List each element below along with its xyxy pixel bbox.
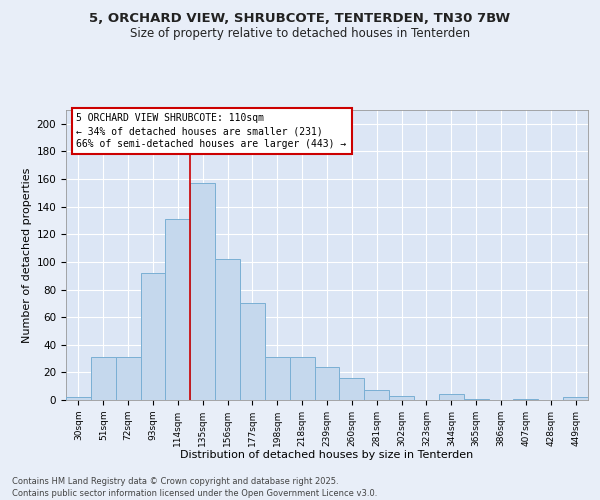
Bar	[190, 183, 215, 400]
Bar	[290, 357, 314, 400]
Bar	[514, 398, 538, 400]
Bar	[439, 394, 464, 400]
Bar	[215, 259, 240, 400]
Bar	[116, 357, 140, 400]
Bar	[563, 397, 588, 400]
Bar	[66, 397, 91, 400]
Bar	[364, 390, 389, 400]
Bar	[140, 273, 166, 400]
Y-axis label: Number of detached properties: Number of detached properties	[22, 168, 32, 342]
Text: Contains HM Land Registry data © Crown copyright and database right 2025.
Contai: Contains HM Land Registry data © Crown c…	[12, 476, 377, 498]
Bar	[166, 219, 190, 400]
Bar	[464, 398, 488, 400]
Bar	[340, 378, 364, 400]
Text: 5, ORCHARD VIEW, SHRUBCOTE, TENTERDEN, TN30 7BW: 5, ORCHARD VIEW, SHRUBCOTE, TENTERDEN, T…	[89, 12, 511, 26]
Bar	[91, 357, 116, 400]
Bar	[240, 304, 265, 400]
Text: 5 ORCHARD VIEW SHRUBCOTE: 110sqm
← 34% of detached houses are smaller (231)
66% : 5 ORCHARD VIEW SHRUBCOTE: 110sqm ← 34% o…	[76, 113, 347, 150]
Bar	[314, 367, 340, 400]
Text: Size of property relative to detached houses in Tenterden: Size of property relative to detached ho…	[130, 28, 470, 40]
Bar	[389, 396, 414, 400]
X-axis label: Distribution of detached houses by size in Tenterden: Distribution of detached houses by size …	[181, 450, 473, 460]
Bar	[265, 357, 290, 400]
